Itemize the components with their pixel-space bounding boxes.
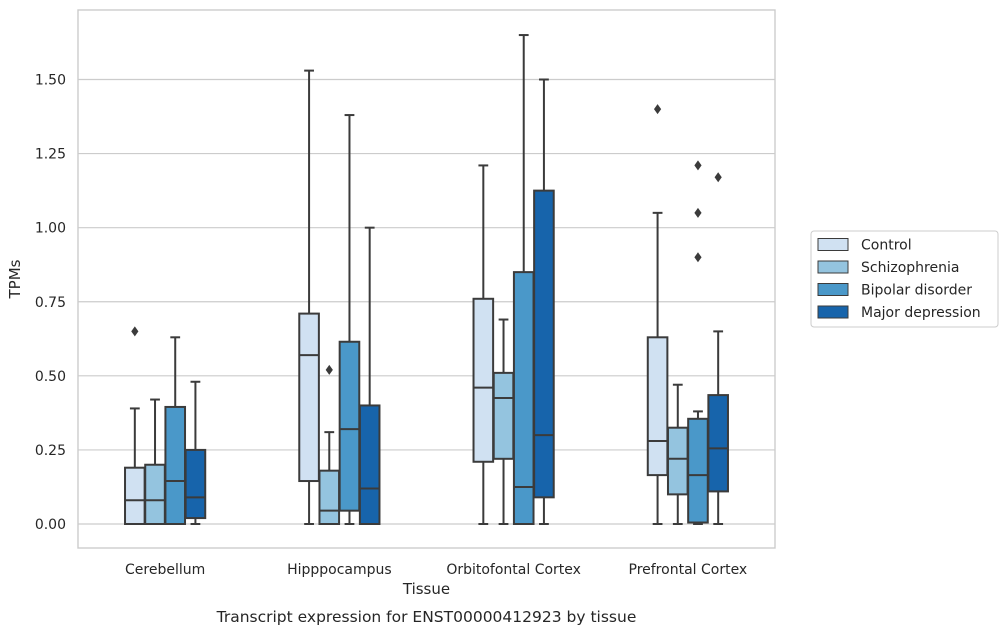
y-tick-label: 1.25 [35, 147, 66, 163]
x-axis-label: Tissue [402, 580, 450, 598]
box-body [298, 312, 320, 483]
legend-swatch [817, 238, 849, 251]
box [646, 104, 669, 525]
x-tick-label: Cerebellum [125, 562, 205, 578]
box [358, 226, 381, 526]
legend-item: Bipolar disorder [817, 283, 972, 299]
box-body [646, 336, 669, 477]
box-body [533, 189, 555, 499]
box-body [338, 340, 361, 512]
y-axis-label: TPMs [6, 259, 24, 299]
box [338, 114, 361, 525]
y-tick-label: 0.00 [35, 517, 66, 533]
outlier-point [325, 364, 333, 375]
box-series [124, 34, 729, 526]
x-tick-label: Prefrontal Cortex [629, 562, 748, 578]
legend: Control Schizophrenia Bipolar disorder Majo… [810, 230, 999, 328]
legend-label: Major depression [861, 305, 981, 321]
box-body [318, 469, 341, 526]
outlier-point [131, 326, 139, 337]
y-tick-label: 1.00 [35, 221, 66, 237]
legend-frame [810, 230, 999, 328]
y-tick-label: 1.50 [35, 73, 66, 89]
box-body [184, 448, 207, 520]
legend-item: Major depression [817, 305, 981, 321]
box [184, 380, 207, 525]
box [164, 336, 187, 525]
box [707, 172, 729, 525]
y-tick-label: 0.75 [35, 295, 66, 311]
box [687, 160, 709, 525]
outlier-point [714, 172, 722, 183]
box-body [707, 394, 729, 493]
box [512, 34, 535, 525]
box-body [164, 405, 187, 525]
legend-item: Control [817, 238, 912, 254]
outlier-point [694, 252, 702, 263]
box [144, 398, 166, 526]
legend-label: Control [861, 238, 912, 254]
legend-label: Schizophrenia [861, 260, 959, 276]
x-tick-label: Hipppocampus [287, 562, 392, 578]
box-body [144, 463, 166, 526]
box-body [687, 417, 709, 524]
outlier-point [694, 207, 702, 218]
box [472, 164, 495, 525]
outlier-point [653, 104, 662, 115]
outlier-point [694, 160, 702, 171]
box-body [472, 297, 495, 463]
y-tick-label: 0.25 [35, 443, 66, 459]
legend-swatch [817, 260, 849, 274]
y-axis-ticks: 0.00 0.25 0.50 0.75 1.00 1.25 1.50 [35, 73, 66, 534]
box [533, 78, 555, 525]
box-body [492, 371, 515, 460]
chart-caption: Transcript expression for ENST0000041292… [216, 608, 637, 626]
plot-frame [77, 9, 776, 549]
y-tick-label: 0.50 [35, 369, 66, 385]
box [298, 69, 320, 525]
legend-item: Schizophrenia [817, 260, 959, 276]
box-body [666, 426, 689, 496]
x-tick-label: Orbitofontal Cortex [446, 562, 581, 578]
legend-swatch [817, 283, 849, 296]
box-body [124, 466, 146, 525]
x-axis-ticks: Cerebellum Hipppocampus Orbitofontal Corte… [125, 562, 747, 578]
legend-label: Bipolar disorder [861, 283, 972, 299]
legend-swatch [817, 305, 849, 319]
box-body [358, 404, 381, 526]
